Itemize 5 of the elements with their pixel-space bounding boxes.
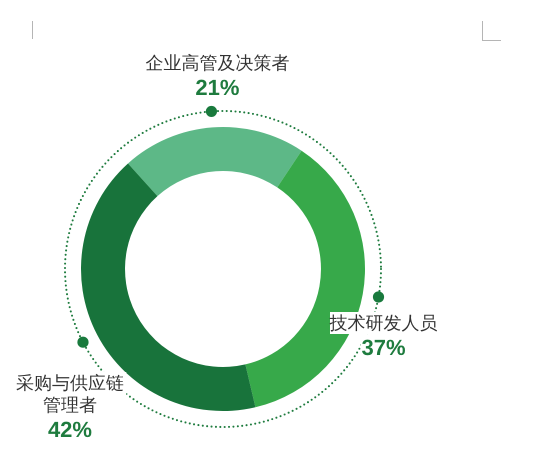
data-label: 21% <box>195 75 240 102</box>
slice-label: 企业高管及决策者 <box>145 52 290 74</box>
slice-label: 采购与供应链管理者 <box>13 372 127 416</box>
data-label: 42% <box>48 417 92 444</box>
data-label: 37% <box>361 334 406 361</box>
